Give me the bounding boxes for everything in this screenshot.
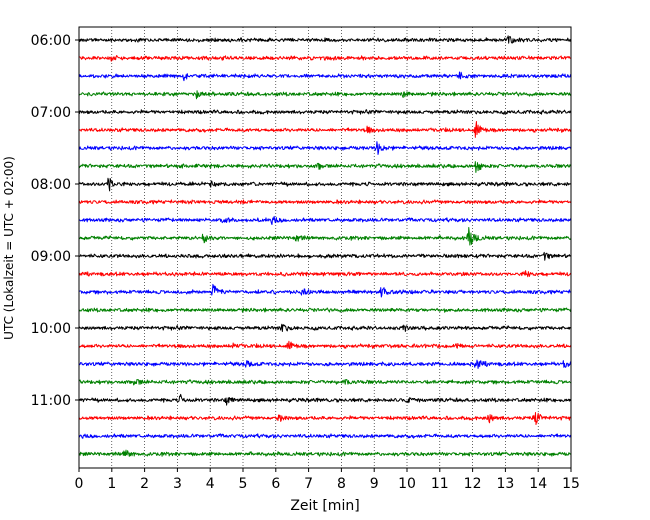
seismogram-trace bbox=[78, 71, 572, 82]
x-axis-label: Zeit [min] bbox=[290, 498, 359, 514]
x-tick-label: 0 bbox=[75, 476, 84, 492]
seismogram-trace bbox=[78, 340, 572, 350]
seismogram-traces bbox=[78, 35, 572, 457]
x-tick-label: 2 bbox=[140, 476, 149, 492]
y-axis-label: UTC (Lokalzeit = UTC + 02:00) bbox=[2, 156, 16, 340]
seismogram-trace bbox=[78, 54, 572, 62]
seismogram-trace bbox=[78, 433, 572, 439]
x-tick-label: 1 bbox=[107, 476, 116, 492]
x-tick-label: 10 bbox=[398, 476, 416, 492]
x-tick-label: 11 bbox=[431, 476, 449, 492]
y-tick-label: 07:00 bbox=[31, 105, 71, 121]
x-tick-label: 9 bbox=[370, 476, 379, 492]
seismogram-trace bbox=[78, 378, 572, 386]
x-tick-label: 7 bbox=[304, 476, 313, 492]
y-tick-label: 11:00 bbox=[31, 393, 71, 409]
x-tick-label: 14 bbox=[529, 476, 547, 492]
x-tick-label: 12 bbox=[464, 476, 482, 492]
x-tick-label: 6 bbox=[271, 476, 280, 492]
seismogram-trace bbox=[78, 215, 572, 226]
seismogram-trace bbox=[78, 359, 572, 369]
seismogram-trace bbox=[78, 270, 572, 278]
y-tick-label: 10:00 bbox=[31, 321, 71, 337]
plot-frame bbox=[78, 26, 572, 469]
seismogram-trace bbox=[78, 283, 572, 298]
seismogram-trace bbox=[78, 141, 572, 155]
seismogram-trace bbox=[78, 121, 572, 138]
y-tick-label: 08:00 bbox=[31, 177, 71, 193]
seismogram-trace bbox=[78, 393, 572, 406]
seismogram-trace bbox=[78, 177, 572, 192]
y-tick-label: 06:00 bbox=[31, 33, 71, 49]
y-tick-label: 09:00 bbox=[31, 249, 71, 265]
seismogram-trace bbox=[78, 449, 572, 457]
x-axis-ticks: 0 1 2 3 4 5 6 7 8 9 10 11 12 13 14 15 bbox=[75, 468, 580, 492]
seismogram-trace bbox=[78, 109, 572, 115]
x-tick-label: 13 bbox=[496, 476, 514, 492]
seismogram-trace bbox=[78, 90, 572, 100]
seismogram-trace bbox=[78, 35, 572, 44]
seismogram-trace bbox=[78, 323, 572, 332]
x-tick-label: 8 bbox=[337, 476, 346, 492]
seismogram-trace bbox=[78, 199, 572, 205]
y-axis-ticks: 06:00 07:00 08:00 09:00 10:00 11:00 bbox=[31, 33, 79, 409]
x-tick-label: 3 bbox=[173, 476, 182, 492]
seismogram-trace bbox=[78, 412, 572, 426]
seismogram-trace bbox=[78, 251, 572, 261]
x-tick-label: 4 bbox=[206, 476, 215, 492]
seismogram-trace bbox=[78, 307, 572, 313]
x-tick-label: 5 bbox=[239, 476, 248, 492]
seismogram-trace bbox=[78, 161, 572, 173]
x-tick-label: 15 bbox=[562, 476, 580, 492]
seismogram-trace bbox=[78, 226, 572, 246]
